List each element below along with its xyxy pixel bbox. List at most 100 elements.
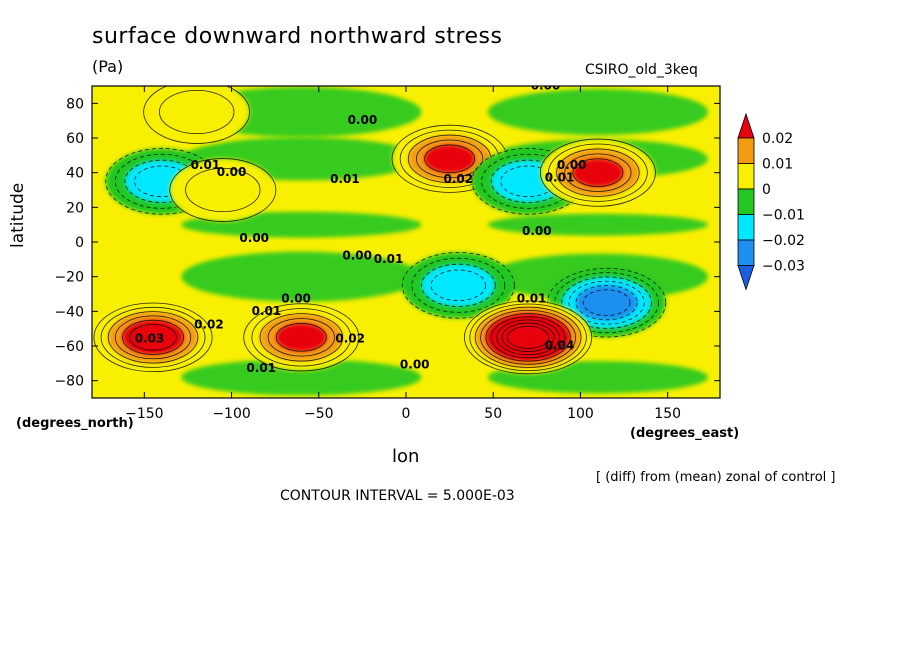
contour-label: 0.00 [531,78,561,92]
contour-line [267,318,335,357]
colorbar: 0.02 0.01 0 −0.01 −0.02 −0.03 [737,112,805,291]
contour-label: 0.01 [517,292,547,306]
contour-line [554,272,659,334]
contour-line [548,143,648,202]
contour-label: 0.02 [194,318,224,332]
contour-label: 0.01 [252,304,282,318]
contour-line [561,276,652,329]
contour-label: 0.00 [342,248,372,262]
anomaly-region [583,289,631,316]
contour-line [556,148,640,197]
chart-units: (Pa) [92,57,124,76]
contour-label: 0.01 [545,170,575,184]
contour-line [507,325,550,349]
y-tick-label: −80 [54,374,84,390]
colorbar-label: −0.02 [762,233,805,249]
contour-label: 0.00 [348,113,378,127]
contour-label: 0.01 [374,252,404,266]
field-band [487,88,708,136]
chart-title: surface downward northward stress [92,24,503,49]
contour-line [243,303,360,372]
contour-label: 0.00 [522,224,552,238]
colorbar-segment [737,163,755,190]
anomaly-region [185,168,261,212]
contour-line [469,303,587,372]
contour-line [93,302,213,373]
contour-label: 0.02 [444,172,474,186]
contour-interval: CONTOUR INTERVAL = 5.000E-03 [280,488,515,504]
x-tick-label: 50 [484,406,502,422]
contour-line [416,139,484,179]
anomaly-region [507,326,549,349]
colorbar-label: 0.02 [762,131,793,147]
colorbar-segment [737,214,755,241]
y-tick-label: −20 [54,270,84,286]
contour-line [411,257,506,313]
contour-line [251,308,352,367]
contour-label: 0.02 [335,332,365,346]
contour-line [572,158,624,187]
contour-line [430,269,487,302]
contour-line [539,138,656,207]
contour-line [474,306,582,368]
x-tick-label: 0 [402,406,411,422]
contour-label: 0.01 [330,172,360,186]
contour-label: 0.00 [239,231,269,245]
x-unit-label: (degrees_east) [630,426,740,441]
anomaly-region [572,158,623,187]
colorbar-label: 0.01 [762,157,793,173]
diff-note: [ (diff) from (mean) zonal of control ] [596,470,836,485]
anomaly-region [159,90,234,134]
contour-label: 0.01 [246,361,276,375]
contour-label: 0.00 [557,158,587,172]
anomaly-region [431,269,486,301]
field-band [487,213,708,236]
x-axis-label: lon [392,446,420,467]
contour-label: 0.03 [135,332,165,346]
model-label: CSIRO_old_3keq [585,62,698,78]
x-tick-label: −50 [304,406,334,422]
contour-line [185,167,261,213]
colorbar-label: −0.01 [762,208,805,224]
contour-line [401,252,515,319]
y-tick-label: 40 [66,166,84,182]
y-tick-label: 20 [66,200,84,216]
field-layer: 0.000.000.010.00 0.01 0.02 0.010.000.00 0.00… [92,78,720,398]
contour-line [107,311,199,364]
y-tick-label: −60 [54,339,84,355]
contour-line [100,306,206,368]
contour-line [122,319,185,355]
colorbar-label: −0.03 [762,259,805,275]
contour-line [143,86,251,144]
contour-line [259,313,344,362]
anomaly-region [129,324,177,351]
x-tick-label: 100 [567,406,594,422]
field-band [181,251,422,302]
contour-line [575,285,638,321]
y-tick-label: −40 [54,304,84,320]
contour-line [424,144,476,174]
axes-layer: −150 −100 −50 0 50 100 150 80 60 40 20 0 −20 −40 −60 −8… [54,85,721,422]
contour-line [159,89,235,135]
colorbar-segment [737,188,755,215]
contour-line [582,289,631,316]
y-tick-label: 60 [66,131,84,147]
colorbar-top-arrow [737,112,755,139]
contour-label: 0.00 [281,292,311,306]
y-tick-label: 80 [66,96,84,112]
colorbar-segment [737,137,755,164]
contour-line [568,280,645,325]
y-unit-label: (degrees_north) [16,416,134,431]
contour-line [275,323,327,352]
contour-line [490,316,566,359]
contour-line [464,300,593,375]
x-tick-label: 150 [654,406,681,422]
x-tick-label: −150 [125,406,163,422]
contour-line [169,158,277,222]
anomaly-region [424,144,475,173]
x-tick-label: −100 [212,406,250,422]
contour-line [480,309,577,365]
anomaly-region [276,323,327,352]
contour-label: 0.00 [217,165,247,179]
contour-label: 0.00 [400,358,430,372]
